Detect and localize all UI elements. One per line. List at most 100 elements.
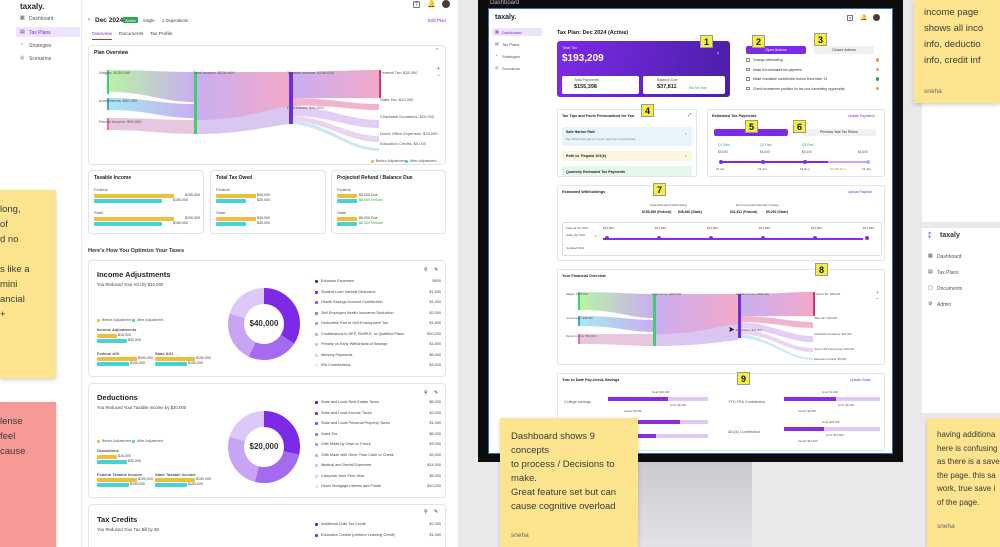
balance-due-box: Balance Due $37,811 Est Tax Due bbox=[643, 76, 725, 94]
timeline-dot[interactable] bbox=[803, 159, 807, 164]
bell-icon[interactable]: 🔔 bbox=[860, 15, 868, 21]
tip-sub: Pay 100% of last year's or current year'… bbox=[566, 138, 636, 141]
before-value: $190,000 bbox=[196, 356, 211, 360]
sidebar-item-label: Tax Plans bbox=[29, 29, 51, 36]
left-sidebar: taxaly. ▦ Dashboard ▤ Tax Plans ◔ Strate… bbox=[14, 0, 82, 547]
chevron-right-icon[interactable]: › bbox=[717, 51, 719, 57]
action-item[interactable]: Change withholding bbox=[746, 58, 881, 67]
sidebar-item-tax-plans[interactable]: ▤ Tax Plans bbox=[492, 40, 542, 48]
edit-plan-link[interactable]: Edit Plan bbox=[428, 18, 447, 23]
link-icon[interactable]: ⚲ bbox=[424, 390, 428, 396]
tab-previous-year[interactable]: Previous Year Tax Return bbox=[802, 129, 876, 136]
deductions-donut bbox=[228, 411, 300, 483]
sankey-label: Education Credits: $5,000 bbox=[380, 141, 427, 146]
avatar[interactable] bbox=[873, 14, 880, 21]
sidebar-item-dashboard[interactable]: ▦ Dashboard bbox=[928, 252, 998, 260]
before-bar bbox=[155, 357, 195, 361]
sankey-link bbox=[293, 116, 379, 142]
after-bar bbox=[216, 199, 246, 203]
sankey-label: State Tax: $10,000 bbox=[814, 316, 838, 320]
wh-dot[interactable] bbox=[657, 236, 661, 240]
legend-swatch bbox=[315, 290, 318, 294]
checkbox[interactable] bbox=[746, 58, 750, 62]
sidebar-item-label: Strategies bbox=[29, 42, 52, 49]
avatar[interactable] bbox=[442, 0, 450, 8]
timeline-dot[interactable] bbox=[761, 159, 765, 164]
wh-dot[interactable] bbox=[761, 236, 765, 240]
tip-item[interactable]: Quarterly Estimated Tax Payments bbox=[562, 166, 692, 176]
update-goals-link[interactable]: Update Goals bbox=[850, 378, 871, 382]
sidebar-item-tax-plans[interactable]: ▤ Tax Plans bbox=[928, 268, 998, 276]
tip-item[interactable]: Roth vs. Regular 401(k) › bbox=[562, 151, 692, 161]
note-text: long, of d no s like a mini ancial + bbox=[0, 204, 30, 320]
edit-icon[interactable]: ✎ bbox=[434, 509, 439, 515]
tab-documents[interactable]: Documents bbox=[119, 32, 144, 37]
sankey-label: Rental Income: $50,000 bbox=[99, 119, 142, 124]
list-item: Carryover from Prior Year $5,000 bbox=[315, 474, 441, 485]
concept-marker-5: 5 bbox=[745, 120, 758, 133]
wh-dot[interactable] bbox=[813, 236, 817, 240]
zoom-controls[interactable]: + − bbox=[876, 290, 879, 301]
link-icon[interactable]: ⚲ bbox=[424, 509, 428, 515]
sidebar-item-label: Dashboard bbox=[502, 29, 522, 35]
sidebar-item-tax-plans[interactable]: ▤ Tax Plans bbox=[16, 27, 80, 37]
edit-icon[interactable]: ✎ bbox=[434, 390, 439, 396]
sidebar-item-admin[interactable]: ⚙ Admin bbox=[928, 300, 998, 308]
zoom-controls[interactable]: + − bbox=[437, 66, 440, 79]
upload-paystub-link[interactable]: Upload Paystub bbox=[848, 190, 872, 194]
checkbox[interactable] bbox=[746, 86, 750, 90]
legend-swatch bbox=[315, 301, 318, 304]
tab-closed-actions[interactable]: Closed Actions bbox=[814, 46, 874, 54]
sidebar-item-label: Scenarios bbox=[29, 55, 52, 62]
sidebar-item-scenarios[interactable]: ◎ Scenarios bbox=[16, 54, 80, 63]
status-dot-icon bbox=[875, 67, 879, 71]
quarter-amount: $4,000 bbox=[718, 150, 728, 154]
help-icon[interactable]: ? bbox=[847, 15, 853, 21]
tab-overview[interactable]: Overview bbox=[92, 32, 112, 40]
tab-open-actions[interactable]: Open Actions bbox=[746, 46, 806, 54]
card-title: Tax Tips and Facts Personalized for You bbox=[562, 114, 635, 118]
sidebar-item-strategies[interactable]: ◔ Strategies bbox=[492, 52, 542, 60]
timeline-dot[interactable] bbox=[866, 159, 870, 164]
list-item: Education Credits (Lifetime Learning Cre… bbox=[315, 533, 441, 544]
update-payments-link[interactable]: Update Payments bbox=[848, 114, 875, 118]
expand-icon[interactable]: ⤢ bbox=[688, 112, 692, 117]
chevron-down-icon[interactable]: ⌄ bbox=[623, 30, 628, 36]
tab-tax-profile[interactable]: Tax Profile bbox=[150, 32, 173, 37]
checkbox[interactable] bbox=[746, 77, 750, 81]
brand-logo: taxaly. bbox=[20, 2, 45, 11]
sticky-note-right-bottom: having additiona here is confusing as th… bbox=[927, 418, 1000, 547]
sidebar-item-dashboard[interactable]: ▦ Dashboard bbox=[492, 28, 542, 36]
sidebar-item-scenarios[interactable]: ◎ Scenarios bbox=[492, 64, 542, 72]
checkbox[interactable] bbox=[746, 67, 750, 71]
wh-dot[interactable] bbox=[709, 236, 713, 240]
sidebar-item-documents[interactable]: ▢ Documents bbox=[928, 284, 998, 292]
card-title: Deductions bbox=[97, 393, 138, 402]
collapse-icon[interactable]: ⌃ bbox=[435, 48, 440, 54]
legend-swatch bbox=[315, 411, 318, 415]
timeline-dot[interactable] bbox=[719, 159, 723, 164]
link-icon[interactable]: ⚲ bbox=[424, 267, 428, 273]
sankey-link bbox=[109, 118, 194, 134]
action-item[interactable]: Make charitable contribution before Dece… bbox=[746, 77, 881, 86]
edit-icon[interactable]: ✎ bbox=[434, 267, 439, 273]
wh-dot[interactable] bbox=[865, 236, 869, 240]
action-item[interactable]: Check investment portfolio for tax-loss … bbox=[746, 86, 881, 96]
sankey-link bbox=[197, 106, 289, 134]
help-icon[interactable]: ? bbox=[413, 1, 420, 8]
legend-swatch bbox=[315, 443, 318, 446]
sankey-node bbox=[107, 70, 109, 94]
plan-title[interactable]: Tax Plan: Dec 2024 (Active) bbox=[557, 30, 629, 36]
chevron-left-icon[interactable]: ‹ bbox=[595, 233, 597, 238]
bulb-icon: ◔ bbox=[495, 53, 498, 58]
sidebar-item-strategies[interactable]: ◔ Strategies bbox=[16, 41, 80, 50]
bell-icon[interactable]: 🔔 bbox=[427, 1, 436, 8]
left-screen: taxaly. ▦ Dashboard ▤ Tax Plans ◔ Strate… bbox=[0, 0, 458, 547]
sidebar-item-dashboard[interactable]: ▦ Dashboard bbox=[16, 14, 80, 23]
back-arrow-icon[interactable]: ‹ bbox=[88, 17, 90, 23]
right-screen: taxaly ⁑ ▦ Dashboard ▤ Tax Plans ▢ Docum… bbox=[922, 228, 1000, 413]
sidebar-item-label: Tax Plans bbox=[502, 41, 520, 47]
action-item[interactable]: Make full estimated tax payment bbox=[746, 67, 881, 77]
wh-dot[interactable] bbox=[605, 236, 609, 240]
tip-item[interactable]: Safe Harbor Rule Pay 100% of last year's… bbox=[562, 127, 692, 146]
